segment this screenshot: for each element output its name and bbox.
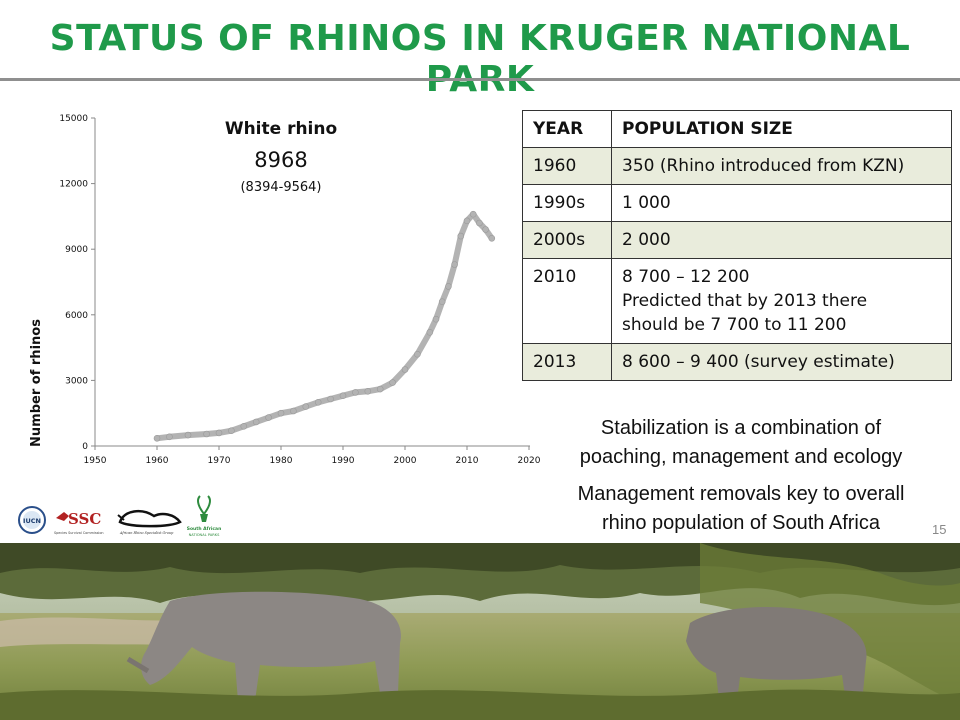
data-point	[277, 409, 285, 417]
data-point	[265, 414, 272, 421]
table-row: 2000s 2 000	[522, 221, 952, 259]
row-year: 2013	[522, 343, 612, 381]
afrsg-logo: African Rhino Specialist Group	[117, 509, 182, 535]
table-row: 1990s 1 000	[522, 184, 952, 222]
row-population-prediction-line1: Predicted that by 2013 there	[622, 291, 868, 311]
row-population: 1 000	[611, 184, 952, 222]
row-population: 8 600 – 9 400 (survey estimate)	[611, 343, 952, 381]
row-year: 2000s	[522, 221, 612, 259]
data-point	[240, 422, 248, 430]
chart-title: White rhino	[225, 119, 337, 139]
data-point	[401, 366, 409, 373]
y-axis-label: Number of rhinos	[29, 319, 44, 447]
management-note-line1: Management removals key to overall	[577, 483, 905, 505]
x-ticks: 1950 1960 1970 1980 1990 2000 2010 2020	[84, 446, 540, 466]
afrsg-logo-caption: African Rhino Specialist Group	[119, 531, 174, 535]
management-note: Management removals key to overall rhino…	[530, 480, 952, 538]
data-point	[290, 407, 297, 415]
x-tick-label: 1990	[332, 456, 355, 466]
data-point	[451, 261, 458, 268]
x-tick-label: 1960	[146, 456, 169, 466]
data-point	[414, 350, 421, 358]
data-point	[327, 395, 334, 403]
x-tick-label: 1950	[84, 456, 107, 466]
header-population-size: POPULATION SIZE	[611, 110, 952, 148]
ssc-logo: SSC Species Survival Commission	[54, 510, 104, 535]
y-tick-label: 3000	[65, 376, 88, 386]
data-point	[426, 329, 434, 336]
x-tick-label: 2020	[518, 456, 540, 466]
data-point	[302, 403, 310, 410]
data-point	[457, 232, 465, 240]
data-point	[432, 315, 440, 323]
page-number: 15	[932, 522, 947, 537]
data-point	[352, 389, 359, 396]
partner-logos: IUCN SSC Species Survival Commission Afr…	[18, 495, 222, 537]
data-point	[215, 429, 223, 437]
data-point	[482, 226, 489, 233]
sanparks-logo-line1: South African	[187, 526, 222, 532]
stabilization-note-line1: Stabilization is a combination of	[600, 417, 882, 439]
data-point	[488, 235, 496, 242]
data-point	[445, 283, 452, 290]
title-divider	[0, 78, 960, 81]
y-ticks: 0 3000 6000 9000 12000 15000	[59, 114, 95, 452]
data-point	[339, 392, 347, 400]
stabilization-note-line2: poaching, management and ecology	[579, 446, 903, 468]
table-row: 1960 350 (Rhino introduced from KZN)	[522, 147, 952, 185]
data-point	[364, 387, 372, 395]
data-point	[153, 434, 161, 442]
y-tick-label: 15000	[59, 114, 88, 124]
population-table: YEAR POPULATION SIZE 1960 350 (Rhino int…	[522, 110, 952, 381]
x-tick-label: 1980	[270, 456, 293, 466]
table-row: 2013 8 600 – 9 400 (survey estimate)	[522, 343, 952, 381]
management-note-line2: rhino population of South Africa	[602, 512, 880, 534]
x-tick-label: 1970	[208, 456, 231, 466]
ssc-logo-caption: Species Survival Commission	[54, 531, 104, 535]
rhino-photo	[0, 543, 960, 720]
population-estimate: 8968	[254, 148, 307, 172]
x-tick-label: 2000	[394, 456, 417, 466]
row-year: 1960	[522, 147, 612, 185]
ssc-logo-text: SSC	[68, 510, 101, 528]
row-year: 1990s	[522, 184, 612, 222]
data-point	[166, 433, 173, 441]
data-point	[376, 385, 384, 393]
data-point	[203, 430, 210, 438]
population-estimate-range: (8394-9564)	[240, 180, 321, 195]
row-year: 2010	[522, 258, 612, 344]
iucn-logo-text: IUCN	[23, 517, 41, 525]
stabilization-note: Stabilization is a combination of poachi…	[530, 414, 952, 472]
data-point	[438, 298, 446, 305]
plot-marks	[153, 210, 496, 442]
row-population-range: 8 700 – 12 200	[622, 267, 750, 287]
data-point	[476, 219, 483, 227]
row-population: 8 700 – 12 200 Predicted that by 2013 th…	[611, 258, 952, 344]
slide-title: STATUS OF RHINOS IN KRUGER NATIONAL PARK	[49, 18, 911, 100]
table-header-row: YEAR POPULATION SIZE	[522, 110, 952, 148]
data-point	[389, 379, 396, 386]
row-population: 350 (Rhino introduced from KZN)	[611, 147, 952, 185]
iucn-logo: IUCN	[18, 506, 46, 534]
data-point	[228, 427, 235, 435]
sanparks-logo: South African NATIONAL PARKS	[187, 495, 222, 537]
data-point	[314, 398, 322, 406]
data-point	[469, 210, 477, 218]
y-tick-label: 9000	[65, 245, 88, 255]
sanparks-logo-line2: NATIONAL PARKS	[189, 533, 220, 537]
data-point	[184, 431, 192, 439]
y-tick-label: 12000	[59, 180, 88, 190]
y-tick-label: 6000	[65, 311, 88, 321]
row-population: 2 000	[611, 221, 952, 259]
data-point	[252, 418, 260, 426]
header-year: YEAR	[522, 110, 612, 148]
table-row: 2010 8 700 – 12 200 Predicted that by 20…	[522, 258, 952, 344]
series-band	[154, 211, 495, 442]
data-point	[463, 217, 471, 225]
white-rhino-chart: 0 3000 6000 9000 12000 15000 1950 1960 1970 1980…	[29, 114, 540, 466]
x-tick-label: 2010	[456, 456, 479, 466]
y-tick-label: 0	[82, 442, 88, 452]
row-population-prediction-line2: should be 7 700 to 11 200	[622, 315, 847, 335]
